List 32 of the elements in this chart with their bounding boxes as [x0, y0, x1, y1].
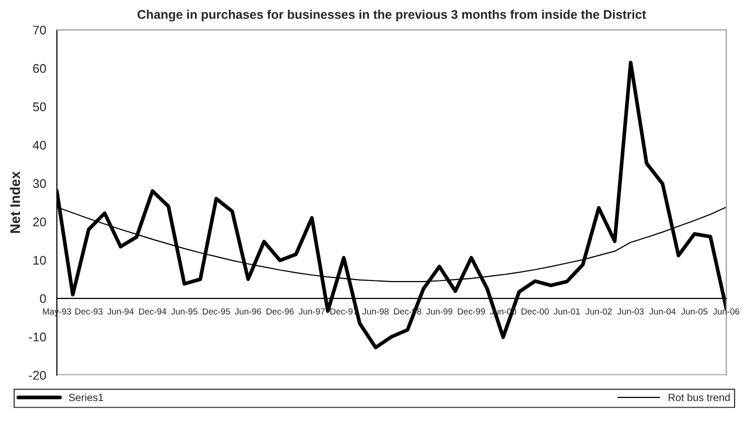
x-tick-label: Jun-94	[107, 308, 134, 315]
x-tick-label: Jun-03	[617, 308, 644, 315]
x-tick-label: Jun-95	[171, 308, 198, 315]
x-tick-label: Jun-06	[713, 308, 740, 315]
x-tick-label: Dec-95	[202, 308, 230, 315]
x-tick-label: Jun-96	[234, 308, 262, 315]
y-tick-label: 20	[33, 217, 46, 226]
y-tick-label: 70	[33, 26, 46, 35]
x-tick-label: Jun-01	[554, 308, 580, 315]
x-tick-label: Dec-94	[139, 308, 166, 315]
x-tick-label: Jun-99	[426, 308, 452, 315]
y-tick-label: 40	[32, 140, 46, 150]
x-tick-label: Dec-96	[266, 308, 294, 315]
x-tick-label: Dec-99	[458, 308, 485, 315]
legend-label: Rot bus trend	[668, 393, 730, 402]
y-tick-label: -10	[28, 332, 46, 342]
x-tick-label: Jun-97	[298, 308, 325, 315]
y-tick-label: 60	[33, 64, 46, 73]
chart-title: Change in purchases for businesses in the previous 3 months from inside the District	[138, 10, 646, 22]
x-tick-label: Jun-05	[681, 308, 708, 315]
x-tick-label: Dec-00	[522, 308, 549, 315]
x-tick-label: Jun-98	[362, 308, 389, 315]
y-axis-title: Net Index	[10, 171, 20, 233]
y-tick-label: -20	[28, 370, 46, 380]
y-tick-label: 50	[33, 102, 46, 112]
x-tick-label: Jun-04	[649, 308, 676, 315]
y-tick-label: 10	[33, 256, 46, 265]
legend-label: Series1	[68, 393, 104, 402]
x-tick-label: Jun-02	[586, 308, 612, 315]
y-tick-label: 0	[40, 294, 46, 304]
y-tick-label: 30	[33, 179, 46, 188]
x-tick-label: Dec-93	[75, 308, 102, 315]
